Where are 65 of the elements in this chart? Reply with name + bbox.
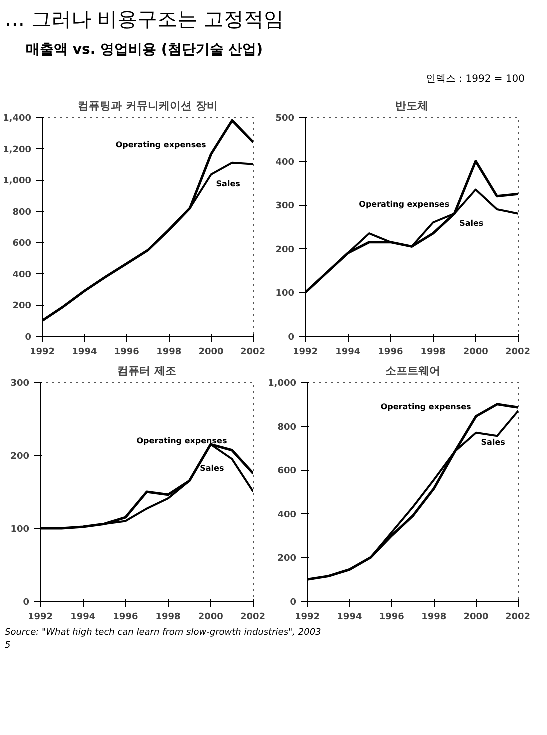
- y-tick-label: 800: [278, 422, 297, 433]
- text: 5: [5, 640, 12, 653]
- x-tick-label: 1994: [70, 612, 96, 622]
- y-tick-label: 0: [288, 332, 295, 343]
- chart-title: 컴퓨터 제조: [118, 364, 176, 378]
- y-tick-label: 300: [276, 201, 295, 212]
- series-label: Operating expenses: [116, 140, 207, 150]
- series-label: Sales: [216, 179, 241, 188]
- x-tick-label: 1998: [422, 612, 447, 622]
- x-tick-label: 2000: [464, 612, 489, 622]
- series-label: Sales: [460, 218, 484, 228]
- source-note: Source: "What high tech can learn from slow-growth industries", 2003: [5, 626, 322, 640]
- y-tick-label: 100: [10, 524, 30, 535]
- chart-title: 소프트웨어: [386, 364, 440, 378]
- y-tick-label: 0: [23, 598, 30, 608]
- y-tick-label: 1,400: [3, 114, 32, 124]
- x-tick-label: 1992: [294, 612, 320, 622]
- x-tick-label: 2002: [240, 347, 266, 358]
- x-tick-label: 1994: [72, 347, 98, 358]
- series-label: Operating expenses: [136, 436, 228, 446]
- y-tick-label: 800: [12, 208, 32, 218]
- y-tick-label: 200: [12, 302, 32, 312]
- x-tick-label: 2000: [463, 347, 488, 358]
- series-label: Sales: [200, 464, 224, 473]
- y-tick-label: 200: [278, 554, 297, 564]
- y-tick-label: 400: [12, 270, 32, 280]
- y-tick-label: 500: [276, 114, 295, 124]
- x-tick-label: 1996: [378, 347, 404, 358]
- y-tick-label: 1,000: [268, 378, 296, 389]
- x-tick-label: 1992: [30, 347, 56, 358]
- y-tick-label: 400: [276, 158, 295, 168]
- y-tick-label: 1,000: [3, 176, 32, 186]
- x-tick-label: 2002: [240, 612, 266, 622]
- text: 인덱스 : 1992 = 100: [425, 72, 525, 87]
- y-tick-label: 400: [278, 510, 297, 520]
- y-tick-label: 600: [278, 466, 297, 476]
- chart-title: 컴퓨팅과 커뮤니케이션 장비: [78, 99, 218, 112]
- series-label: Operating expenses: [359, 200, 450, 209]
- x-tick-label: 2000: [198, 612, 224, 622]
- y-tick-label: 200: [10, 452, 30, 462]
- y-tick-label: 100: [276, 289, 295, 300]
- y-tick-label: 1,200: [3, 145, 32, 156]
- text: … 그러나 비용구조는 고정적임: [5, 6, 284, 33]
- x-tick-label: 2002: [505, 347, 531, 358]
- x-tick-label: 1992: [28, 612, 54, 622]
- x-tick-label: 1998: [156, 612, 181, 622]
- text: 매출액 vs. 영업비용 (첨단기술 산업): [25, 40, 264, 60]
- x-tick-label: 1998: [420, 347, 446, 358]
- x-tick-label: 1998: [156, 347, 182, 358]
- series-label: Operating expenses: [380, 402, 472, 412]
- x-tick-label: 1996: [379, 612, 404, 622]
- series-label: Sales: [481, 438, 506, 447]
- x-tick-label: 1996: [114, 347, 140, 358]
- x-tick-label: 2000: [198, 347, 224, 358]
- chart-title: 반도체: [396, 99, 428, 112]
- y-tick-label: 0: [290, 598, 297, 608]
- y-tick-label: 200: [276, 245, 295, 256]
- y-tick-label: 0: [25, 332, 32, 343]
- y-tick-label: 300: [10, 378, 30, 389]
- x-tick-label: 1994: [336, 347, 361, 358]
- x-tick-label: 1994: [337, 612, 362, 622]
- x-tick-label: 1992: [292, 347, 318, 358]
- x-tick-label: 2002: [505, 612, 531, 622]
- y-tick-label: 600: [12, 238, 32, 249]
- x-tick-label: 1996: [113, 612, 138, 622]
